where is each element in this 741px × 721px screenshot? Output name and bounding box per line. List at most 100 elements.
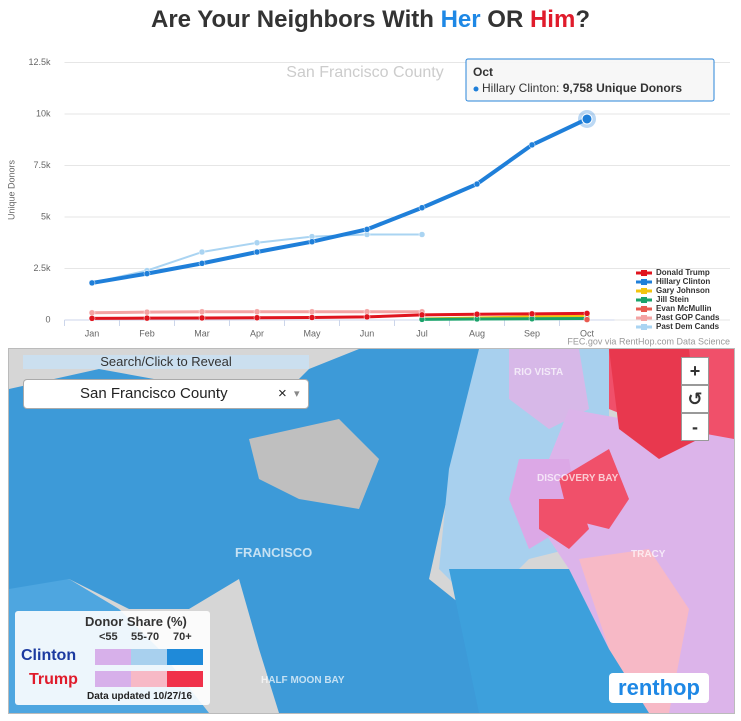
legend-swatch: [167, 649, 203, 665]
map[interactable]: FRANCISCO RIO VISTA DISCOVERY BAY TRACY …: [8, 348, 735, 714]
legend-swatch: [131, 671, 167, 687]
point: [143, 314, 151, 322]
point: [253, 239, 261, 246]
legend-swatch: [95, 671, 131, 687]
logo: renthop: [609, 673, 709, 703]
legend-label: Jill Stein: [656, 295, 689, 304]
tooltip: Oct Hillary Clinton: 9,758 Unique Donors: [465, 58, 715, 102]
y-tick-label: 2.5k: [33, 263, 51, 273]
tooltip-box: [465, 58, 715, 102]
tooltip-value: 9,758 Unique Donors: [563, 81, 683, 95]
legend-swatch-marker: [641, 324, 647, 330]
tooltip-text: Hillary Clinton: 9,758 Unique Donors: [482, 81, 682, 95]
point: [528, 141, 536, 149]
x-tick-label: Sep: [524, 328, 540, 338]
point: [253, 314, 261, 321]
title: Are Your Neighbors With Her OR Him?: [0, 6, 741, 34]
x-tick-label: Mar: [194, 328, 210, 338]
search-label: Search/Click to Reveal: [23, 355, 309, 369]
legend-label: Hillary Clinton: [656, 277, 710, 286]
legend-swatch: [167, 671, 203, 687]
point: [418, 231, 426, 238]
point: [528, 310, 536, 318]
x-tick-label: May: [303, 328, 321, 338]
map-legend: Donor Share (%) <55 55-70 70+ Clinton Tr…: [15, 611, 210, 705]
tooltip-header: Oct: [473, 65, 493, 79]
x-tick-label: Oct: [580, 328, 595, 338]
title-him: Him: [529, 6, 576, 33]
legend-swatch-marker: [641, 306, 647, 312]
x-tick-label: Apr: [250, 328, 264, 338]
legend-bin: <55: [99, 631, 118, 643]
x-tick-label: Jul: [416, 328, 428, 338]
point: [308, 308, 316, 316]
point: [143, 270, 151, 277]
title-text: Are Your Neighbors With: [151, 6, 441, 33]
legend-title: Donor Share (%): [85, 614, 187, 629]
map-label: RIO VISTA: [514, 367, 564, 378]
legend-swatch-marker: [641, 297, 647, 303]
point: [363, 226, 371, 233]
legend-swatch: [95, 649, 131, 665]
y-tick-label: 10k: [36, 108, 51, 118]
point: [308, 238, 316, 245]
series-line: [421, 317, 588, 321]
map-label: DISCOVERY BAY: [537, 473, 619, 484]
legend-bin: 70+: [173, 631, 192, 643]
point: [198, 260, 206, 267]
point: [363, 313, 371, 321]
legend-swatch-marker: [641, 270, 647, 276]
map-label: HALF MOON BAY: [261, 675, 345, 686]
legend-label: Past GOP Cands: [656, 313, 720, 322]
chart-subtitle: San Francisco County: [286, 64, 443, 81]
legend-swatch-marker: [641, 315, 647, 321]
y-tick-label: 0: [45, 314, 50, 324]
point: [418, 311, 426, 319]
point: [308, 314, 316, 321]
x-tick-label: Feb: [139, 328, 155, 338]
point: [143, 308, 151, 316]
tooltip-series: Hillary Clinton:: [482, 81, 563, 95]
chart: San Francisco County Unique Donors FEC.g…: [6, 57, 730, 346]
point: [583, 310, 591, 317]
point: [198, 314, 206, 322]
point: [418, 204, 426, 211]
x-tick-label: Jan: [85, 328, 100, 338]
zoom-out[interactable]: -: [681, 413, 709, 441]
series-line: [91, 311, 588, 320]
series-line: [91, 117, 588, 285]
x-tick-label: Aug: [469, 328, 485, 338]
legend-label: Donald Trump: [656, 268, 710, 277]
point: [198, 308, 206, 316]
legend-label: Gary Johnson: [656, 286, 710, 295]
legend-label: Past Dem Cands: [656, 322, 720, 331]
point: [253, 248, 261, 256]
point: [253, 308, 261, 316]
point: [88, 279, 96, 287]
map-label: TRACY: [631, 549, 666, 560]
zoom-reset[interactable]: ↺: [681, 385, 709, 413]
point: [88, 309, 96, 317]
county-select[interactable]: San Francisco County × ▾: [23, 379, 309, 409]
point: [198, 248, 206, 256]
legend-swatch-marker: [641, 279, 647, 285]
select-value: San Francisco County: [80, 385, 228, 402]
point: [88, 315, 96, 322]
y-axis-label: Unique Donors: [6, 159, 16, 220]
legend-row: Clinton: [21, 647, 77, 664]
select-arrow[interactable]: ▾: [294, 388, 300, 400]
zoom-in[interactable]: +: [681, 357, 709, 385]
legend-label: Evan McMullin: [656, 304, 712, 313]
legend-row: Trump: [29, 671, 78, 688]
legend-swatch: [131, 649, 167, 665]
y-tick-label: 7.5k: [33, 160, 51, 170]
point: [473, 180, 481, 188]
point: [473, 310, 481, 318]
title-text: OR: [480, 6, 530, 33]
tooltip-dot: [473, 86, 479, 92]
legend-updated: Data updated 10/27/16: [87, 691, 193, 702]
y-tick-label: 12.5k: [28, 57, 51, 67]
select-clear[interactable]: ×: [278, 385, 287, 402]
title-her: Her: [440, 6, 481, 33]
